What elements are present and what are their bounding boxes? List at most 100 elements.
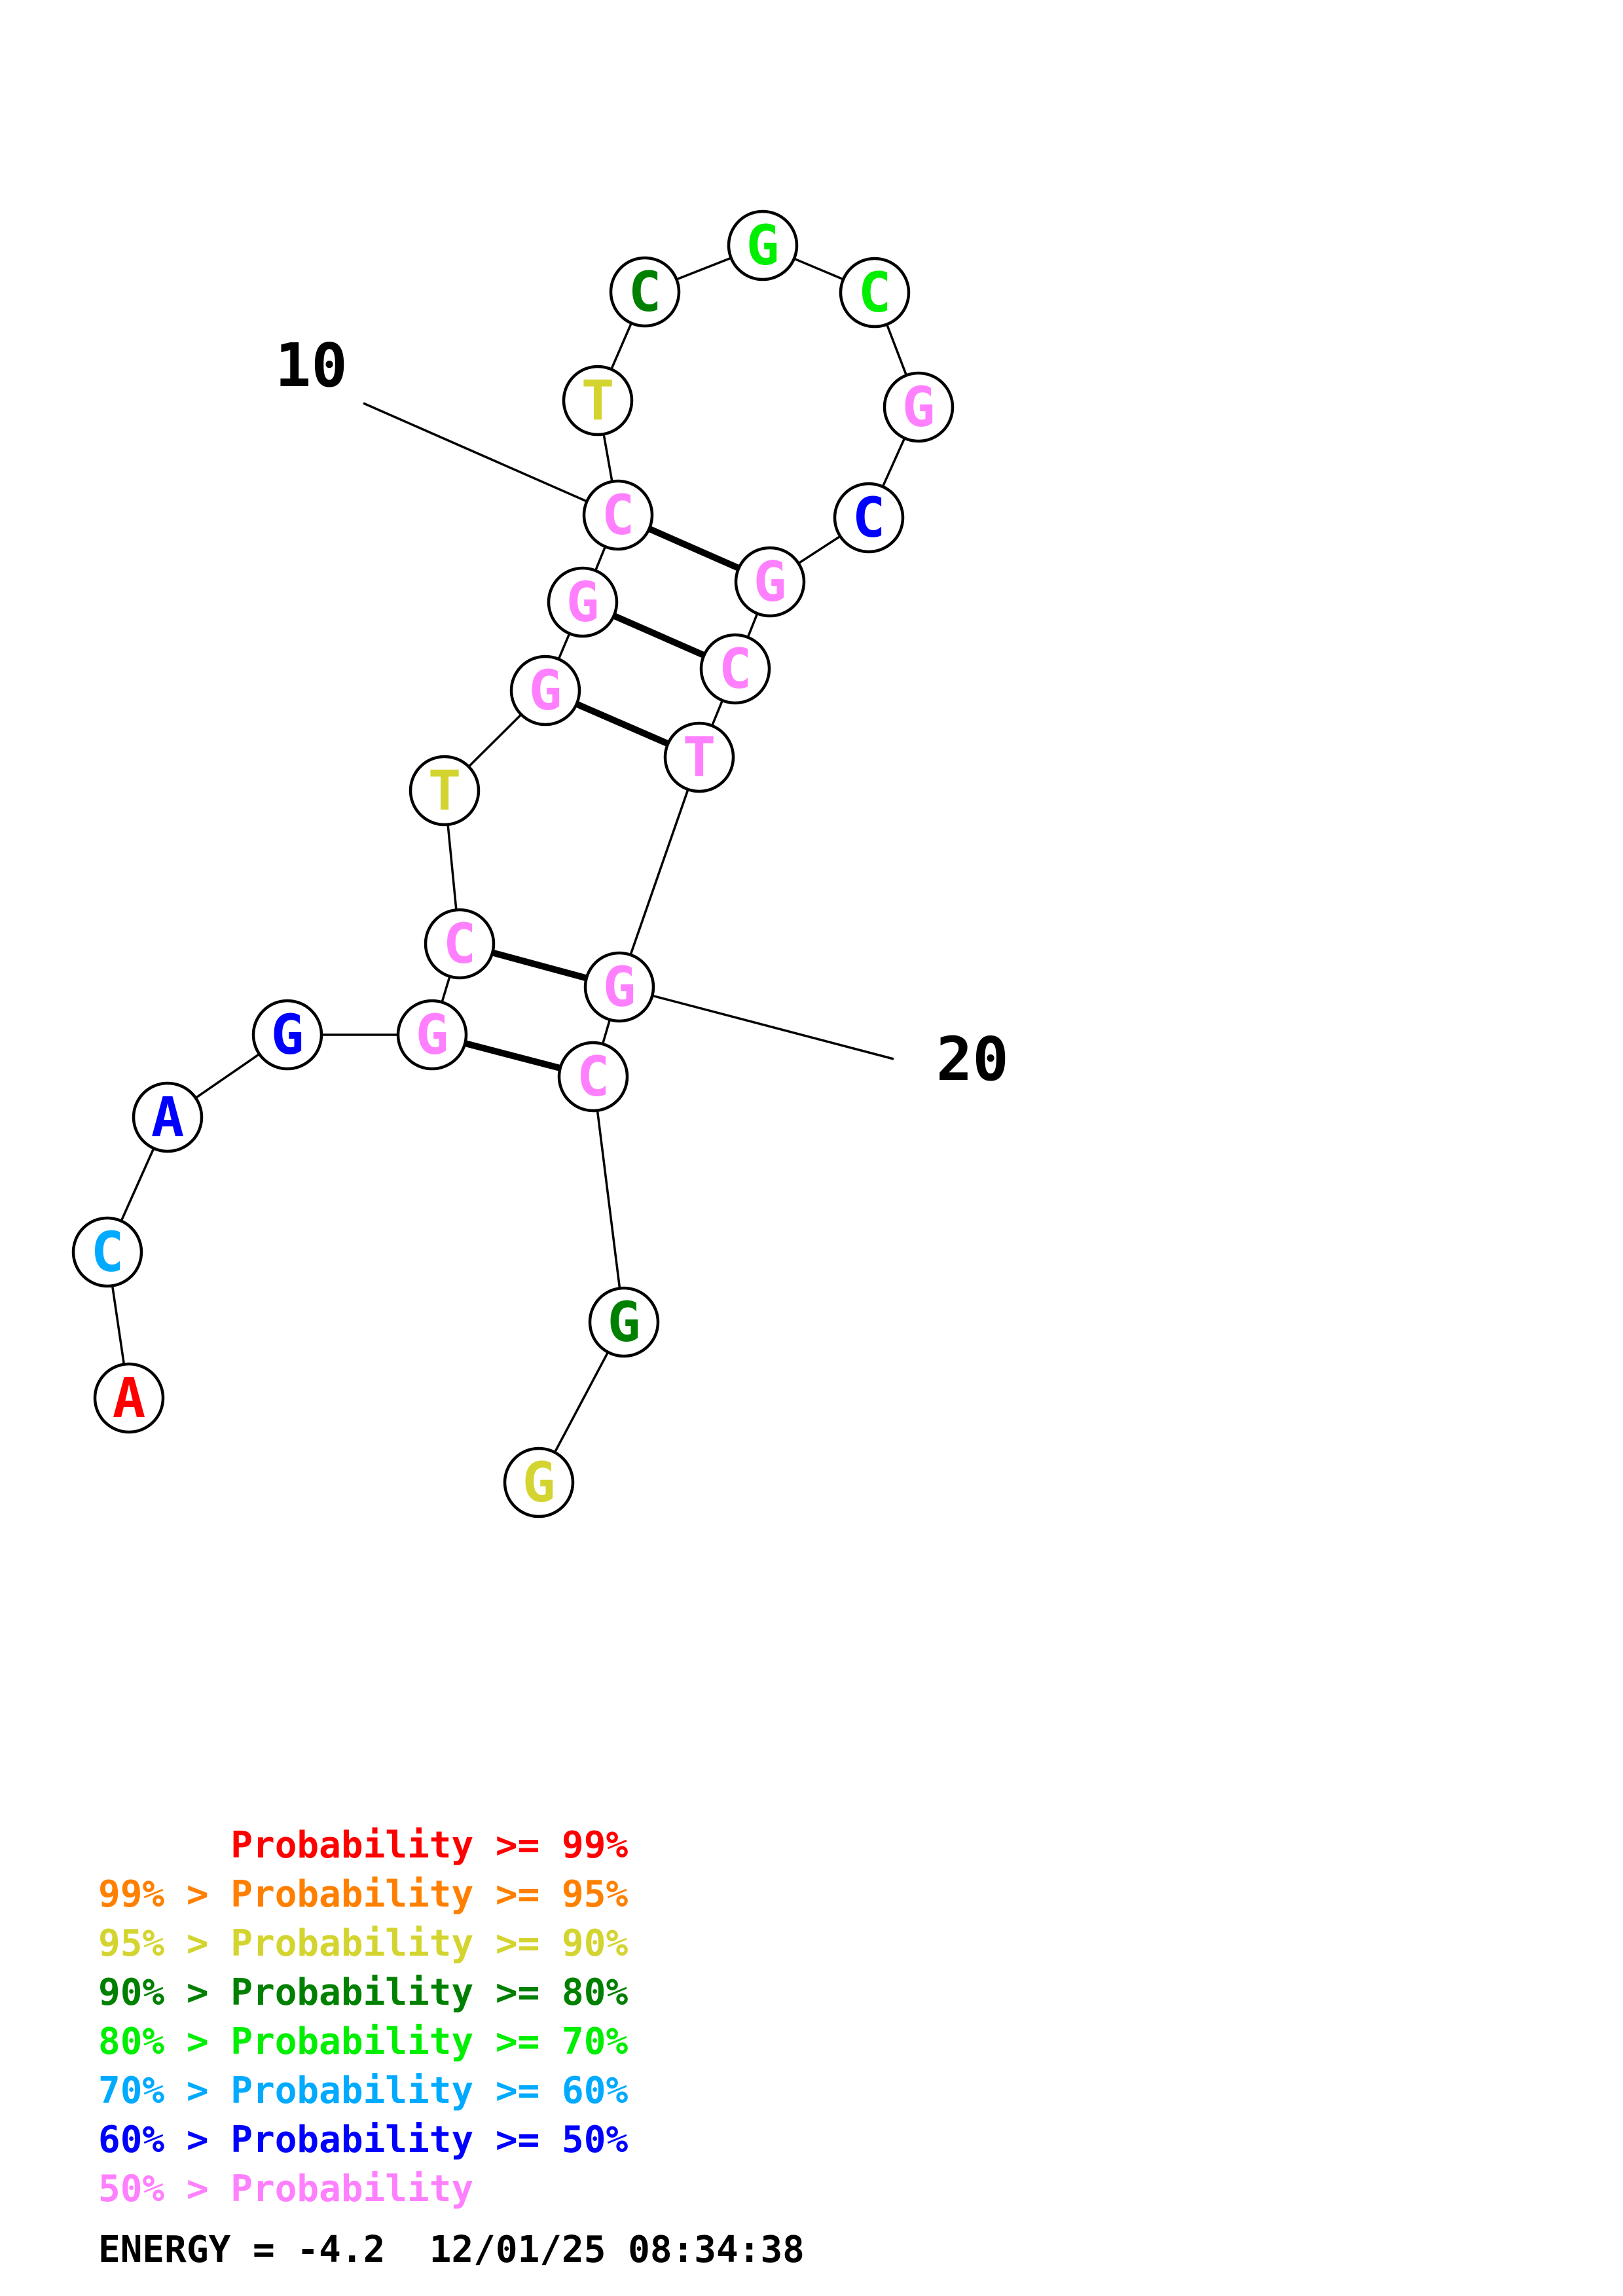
backbone-segment (746, 613, 759, 638)
nucleotide-circle (424, 908, 496, 980)
nucleotide: G (396, 999, 468, 1071)
nucleotide: C (71, 1216, 143, 1288)
backbone-lines (111, 257, 908, 1453)
base-pair-bond (612, 613, 706, 658)
nucleotide-base: G (271, 1003, 304, 1067)
backbone-segment (557, 633, 571, 660)
nucleotide: T (409, 755, 481, 827)
position-labels: 10 20 (275, 331, 1009, 1094)
nucleotide: C (609, 256, 681, 328)
nucleotide-base: T (428, 759, 462, 823)
backbone-segment (793, 257, 844, 281)
backbone-segment (601, 1019, 611, 1045)
backbone-segment (467, 713, 522, 768)
nucleotide-circle (547, 566, 619, 638)
energy-timestamp: ENERGY = -4.2 12/01/25 08:34:38 (98, 2229, 805, 2271)
position-label-line (619, 986, 894, 1060)
nucleotide: G (883, 371, 955, 443)
nucleotide-circle (71, 1216, 143, 1288)
nucleotide-circle (562, 365, 634, 437)
nucleotide: T (663, 721, 735, 793)
nucleotide-circle (251, 999, 323, 1071)
nucleotide-circle (588, 1286, 660, 1358)
position-label: 20 (936, 1024, 1009, 1094)
nucleotide-base: C (91, 1220, 124, 1284)
nucleotide-circle (509, 655, 581, 726)
nucleotide: G (583, 951, 655, 1023)
nucleotide-circle (409, 755, 481, 827)
nucleotide-base: C (852, 486, 886, 550)
nucleotide-circle (833, 482, 905, 554)
nucleotide-base: A (151, 1085, 185, 1149)
nucleotide-base: G (902, 375, 936, 439)
backbone-segment (111, 1285, 126, 1365)
nucleotide: G (509, 655, 581, 726)
backbone-segment (881, 437, 906, 488)
nucleotide-base: C (629, 260, 662, 324)
backbone-segment (553, 1352, 610, 1453)
nucleotide: C (833, 482, 905, 554)
nucleotide-base: T (683, 725, 716, 789)
nucleotide-circle (396, 999, 468, 1071)
base-pair-bond (464, 1040, 561, 1071)
nucleotide-circle (609, 256, 681, 328)
nucleotide-base: G (522, 1450, 556, 1515)
nucleotide: C (582, 479, 654, 551)
nucleotide: G (547, 566, 619, 638)
nucleotide-base: C (577, 1045, 610, 1109)
backbone-segment (594, 546, 607, 571)
nucleotide: C (557, 1041, 629, 1113)
backbone-segment (441, 976, 451, 1003)
legend-entry: 70% > Probability >= 60% (98, 2070, 628, 2112)
legend-entry: 80% > Probability >= 70% (98, 2020, 628, 2063)
nucleotide-base: C (443, 912, 477, 976)
legend-entry: 50% > Probability (98, 2168, 473, 2210)
nucleotide: G (734, 546, 806, 618)
base-pair-bond (575, 701, 670, 747)
nucleotide-base: T (581, 368, 615, 433)
nucleotide-circle (883, 371, 955, 443)
nucleotide: G (588, 1286, 660, 1358)
nucleotide-base: G (416, 1003, 449, 1067)
nucleotide-base: C (602, 483, 635, 547)
position-label-lines (363, 402, 894, 1060)
backbone-segment (676, 257, 732, 281)
nucleotide-base: C (858, 260, 892, 325)
nucleotide: A (93, 1362, 165, 1434)
legend-entry: 99% > Probability >= 95% (98, 1873, 628, 1916)
backbone-segment (629, 789, 689, 956)
nucleotide-circle (503, 1446, 575, 1518)
nucleotide-base: G (529, 658, 562, 723)
nucleotide: C (699, 633, 771, 705)
nucleotide-circle (839, 257, 911, 329)
backbone-segment (797, 535, 841, 565)
base-pair-bonds (464, 526, 740, 1071)
nucleotide-circle (734, 546, 806, 618)
nucleotide-base: A (113, 1366, 146, 1430)
nucleotide: T (562, 365, 634, 437)
nucleotide-circle (132, 1081, 204, 1153)
nucleotide-circle (663, 721, 735, 793)
nucleotide-circle (583, 951, 655, 1023)
legend-entry: 60% > Probability >= 50% (98, 2119, 628, 2161)
nucleotide-circle (582, 479, 654, 551)
probability-legend: Probability >= 99% 99% > Probability >= 9… (98, 1824, 628, 2210)
nucleotide-base: G (754, 550, 787, 614)
nucleotide-circle (93, 1362, 165, 1434)
nucleotide: A (132, 1081, 204, 1153)
nucleotide: G (251, 999, 323, 1071)
nucleotide: G (727, 209, 799, 281)
base-pair-bond (647, 526, 740, 571)
nucleotide-base: G (746, 213, 780, 278)
nucleotide: G (503, 1446, 575, 1518)
backbone-segment (602, 433, 613, 482)
backbone-segment (596, 1110, 621, 1289)
backbone-segment (447, 824, 458, 910)
position-label: 10 (275, 331, 348, 401)
nucleotide-base: G (608, 1290, 641, 1354)
nucleotide: C (424, 908, 496, 980)
backbone-segment (885, 323, 908, 376)
nucleotide-circle (699, 633, 771, 705)
